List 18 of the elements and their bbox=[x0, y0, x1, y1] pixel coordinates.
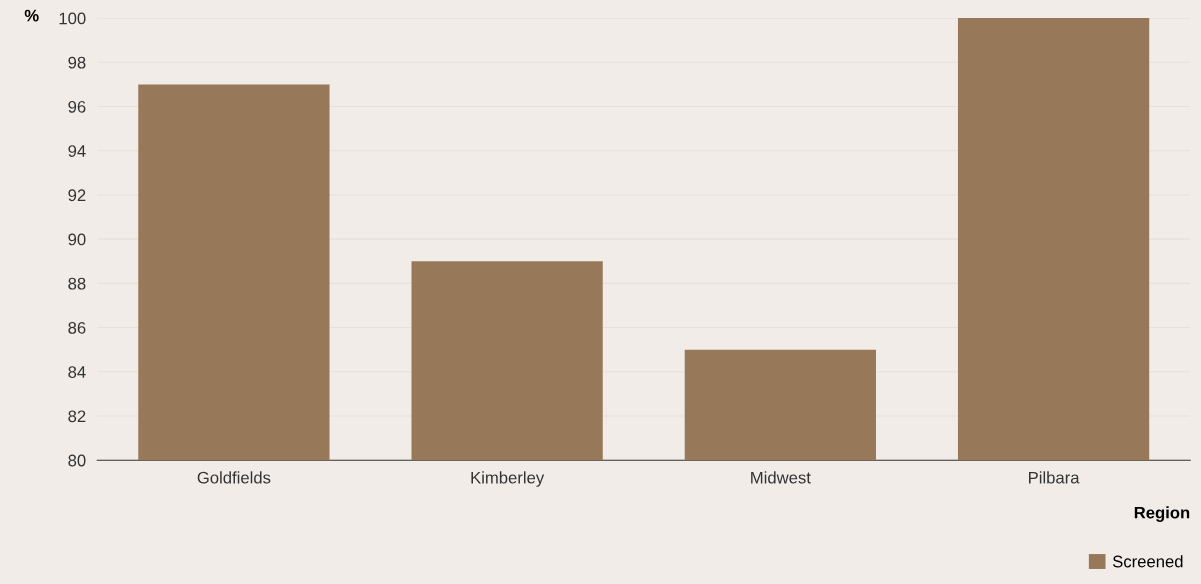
x-tick-label: Pilbara bbox=[1029, 471, 1080, 484]
x-tick-label: Goldfields bbox=[197, 471, 271, 484]
y-tick-label: 92 bbox=[68, 189, 86, 202]
y-tick-label: 80 bbox=[68, 454, 86, 467]
y-tick-label: 96 bbox=[68, 100, 86, 113]
y-tick-label: 82 bbox=[68, 410, 86, 423]
y-tick-label: 98 bbox=[68, 56, 86, 69]
x-tick-label: Kimberley bbox=[471, 471, 545, 487]
x-tick-label: Midwest bbox=[751, 471, 811, 484]
y-tick-label: 100 bbox=[59, 12, 86, 25]
y-tick-label: 94 bbox=[68, 145, 86, 157]
x-axis-title: Region bbox=[1134, 506, 1190, 522]
y-tick-label: 90 bbox=[68, 233, 86, 246]
legend-label: Screened bbox=[1112, 555, 1183, 568]
y-axis-title: % bbox=[24, 9, 39, 22]
y-tick-label: 84 bbox=[68, 366, 86, 378]
y-tick-label: 86 bbox=[68, 321, 86, 334]
y-tick-label: 88 bbox=[68, 277, 86, 290]
